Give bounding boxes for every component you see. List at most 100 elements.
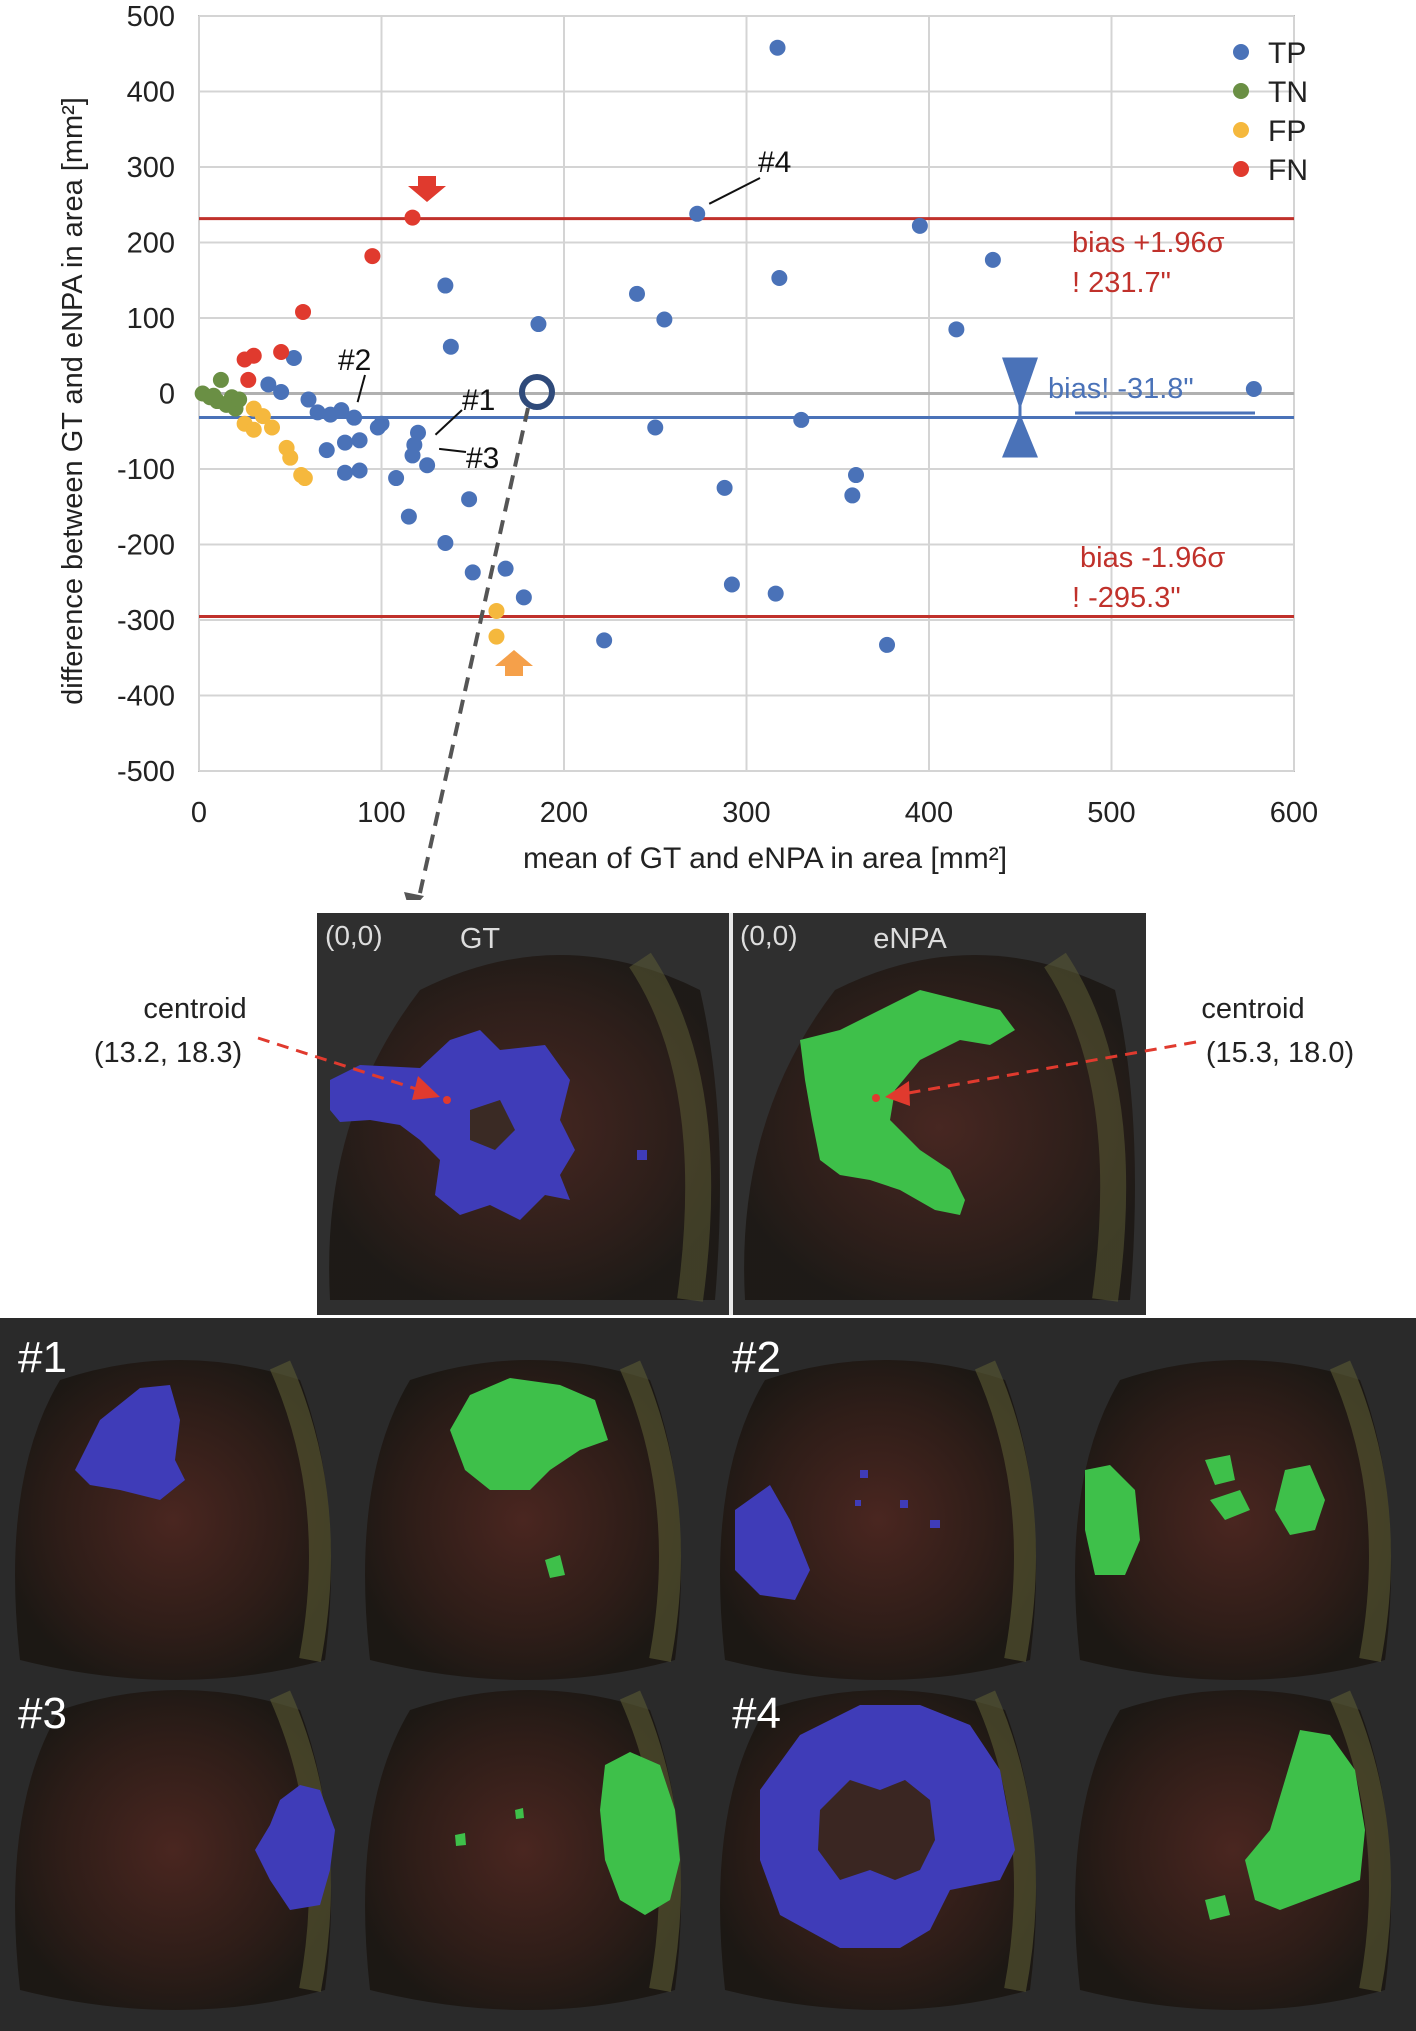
- fn-point: [236, 351, 253, 368]
- tn-point: [205, 387, 222, 404]
- tn-point: [231, 391, 248, 408]
- fn-point: [240, 371, 257, 388]
- tp-point: [461, 491, 478, 508]
- y-tick-label: 100: [127, 303, 175, 335]
- tp-point: [515, 589, 532, 606]
- tn-point: [212, 371, 229, 388]
- case2-gt-region: [735, 1485, 810, 1600]
- upper-loa-value: ! 231.7": [1072, 267, 1171, 299]
- scatter-points: [194, 39, 1262, 653]
- enpa-centroid-label: centroid: [1201, 993, 1304, 1025]
- legend-marker-tn: [1233, 83, 1249, 99]
- case1-gt-region: [75, 1385, 185, 1500]
- fn-point: [295, 303, 312, 320]
- detail-gt-panel: (0,0) GT: [317, 913, 729, 1315]
- case1-label: #1: [18, 1333, 67, 1382]
- annotation-4: #4: [758, 146, 791, 179]
- annotation-1: #1: [462, 384, 495, 417]
- y-tick-label: -300: [117, 605, 175, 637]
- tp-point: [948, 321, 965, 338]
- case3-label: #3: [18, 1689, 67, 1738]
- enpa-origin-label: (0,0): [740, 920, 798, 951]
- tp-point: [388, 470, 405, 487]
- x-tick-label: 0: [191, 797, 207, 829]
- legend-marker-fp: [1233, 122, 1249, 138]
- tp-point: [647, 419, 664, 436]
- chart-annotations: #4 #2 #1 #3: [338, 146, 791, 900]
- chart-grid: [198, 15, 1295, 772]
- selected-case-link: [416, 407, 530, 900]
- annotation-4-arrow: [708, 177, 761, 205]
- y-tick-label: 400: [127, 77, 175, 109]
- lower-loa-label: bias -1.96σ: [1080, 542, 1225, 574]
- annotation-3-arrow: [439, 447, 467, 453]
- tp-point: [273, 383, 290, 400]
- tp-point: [337, 464, 353, 481]
- annotation-3: #3: [466, 442, 499, 475]
- tp-point: [400, 508, 417, 525]
- x-axis-label: mean of GT and eNPA in area [mm²]: [523, 842, 1007, 875]
- legend-label-tp: TP: [1268, 37, 1306, 70]
- tp-point: [689, 205, 706, 222]
- y-tick-label: 500: [127, 1, 175, 33]
- tp-point: [260, 376, 277, 393]
- x-tick-label: 200: [540, 797, 588, 829]
- tp-point: [793, 411, 810, 428]
- gt-region: [330, 1030, 575, 1220]
- x-tick-label: 600: [1270, 797, 1318, 829]
- gt-panel-title: GT: [460, 923, 501, 955]
- tp-point: [333, 402, 350, 419]
- case3-gt-region: [255, 1785, 335, 1910]
- tp-point: [410, 424, 426, 441]
- legend-label-fn: FN: [1268, 154, 1308, 187]
- enpa-centroid-arrow: [896, 1040, 1197, 1097]
- case-3: #3: [15, 1689, 682, 2010]
- case4-enpa-region: [1245, 1730, 1365, 1910]
- x-tick-label: 500: [1087, 797, 1135, 829]
- tp-point: [351, 432, 368, 449]
- tp-point: [318, 442, 335, 459]
- chart-legend: TP TN FP FN: [1233, 37, 1308, 187]
- fn-point: [273, 343, 290, 360]
- selected-case-circle: [519, 374, 555, 410]
- tp-point: [285, 350, 302, 367]
- x-tick-label: 100: [357, 797, 405, 829]
- y-tick-label: 200: [127, 228, 175, 260]
- enpa-region: [800, 990, 1015, 1215]
- case4-gt-hole: [818, 1780, 935, 1880]
- y-tick-label: -500: [117, 756, 175, 788]
- fp-outlier-arrow: [495, 650, 533, 676]
- fp-point: [245, 400, 262, 417]
- fp-point: [488, 628, 505, 645]
- annotation-2: #2: [338, 344, 371, 377]
- tp-point: [300, 391, 317, 408]
- tp-point: [767, 585, 784, 602]
- x-tick-label: 300: [722, 797, 770, 829]
- enpa-panel-title: eNPA: [873, 923, 947, 955]
- tp-point: [911, 217, 928, 234]
- tp-point: [437, 534, 454, 551]
- tp-point: [769, 39, 786, 56]
- tp-point: [596, 632, 613, 649]
- tp-point: [771, 269, 788, 286]
- tp-point: [419, 457, 436, 474]
- legend-marker-fn: [1233, 161, 1249, 177]
- fp-point: [488, 602, 505, 619]
- gt-origin-label: (0,0): [325, 920, 383, 951]
- y-tick-label: -100: [117, 454, 175, 486]
- annotation-2-arrow: [356, 374, 366, 403]
- tp-point: [337, 434, 353, 451]
- detail-enpa-panel: (0,0) eNPA: [733, 913, 1146, 1315]
- fn-point: [404, 209, 421, 226]
- fp-point: [245, 421, 262, 438]
- fn-point: [364, 248, 381, 265]
- case2-enpa-region: [1085, 1465, 1140, 1575]
- tick-labels: 0 100 200 300 400 500 600 500 400 300 200 100 0 -100 -…: [117, 1, 1318, 829]
- case1-enpa-region: [450, 1378, 608, 1490]
- tp-point: [716, 479, 733, 496]
- case2-label: #2: [732, 1333, 781, 1382]
- tp-point: [442, 338, 459, 355]
- x-tick-label: 400: [905, 797, 953, 829]
- legend-label-fp: FP: [1268, 115, 1306, 148]
- tp-point: [844, 487, 861, 504]
